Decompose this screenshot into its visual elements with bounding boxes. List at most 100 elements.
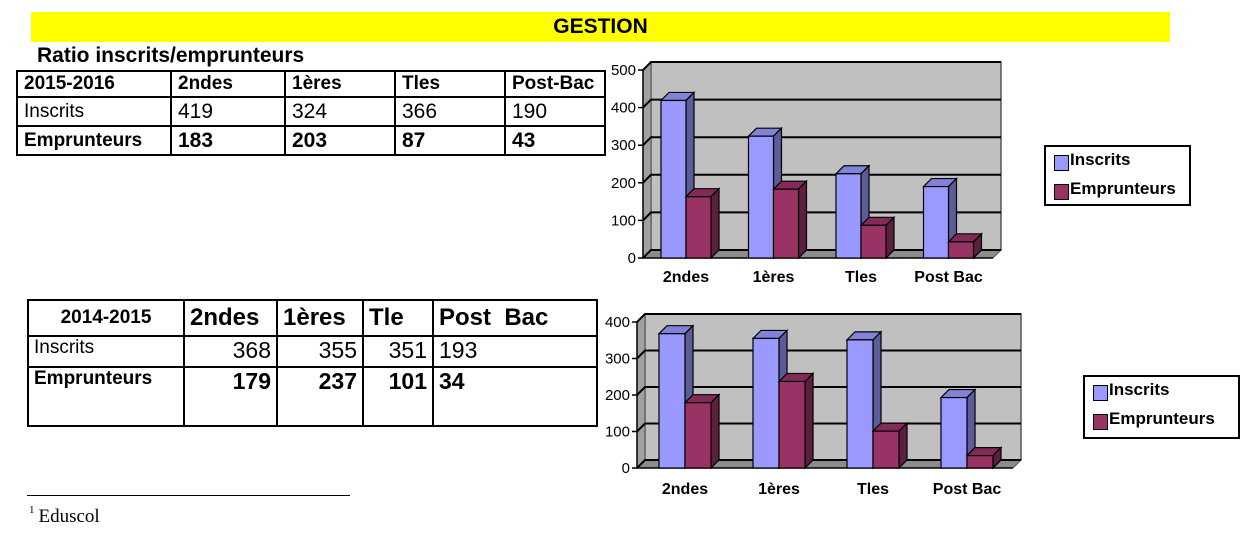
header-post-bac: Post-Bac: [504, 70, 606, 98]
bar-emprunteurs: [947, 241, 975, 259]
table-row: Emprunteurs 179 237 101 34: [27, 366, 598, 427]
bar-inscrits: [940, 396, 968, 469]
cell-value: 366: [394, 96, 506, 127]
cell-value: 419: [170, 96, 286, 127]
table-2014-2015: 2014-2015 2ndes 1ères Tle Post Bac Inscr…: [27, 299, 598, 427]
footnote-divider: [27, 495, 350, 496]
bar-side: [710, 187, 720, 260]
section-subtitle: Ratio inscrits/emprunteurs: [37, 44, 305, 67]
bar-side: [710, 393, 720, 470]
row-label-inscrits: Inscrits: [27, 335, 185, 368]
y-tick-label: 200: [605, 387, 630, 404]
table-row: Inscrits 419 324 366 190: [16, 96, 606, 127]
cell-value: 355: [276, 335, 364, 368]
bar-emprunteurs: [772, 188, 800, 259]
y-tick-label: 200: [611, 175, 636, 192]
legend-label: Emprunteurs: [1109, 409, 1215, 428]
bar-side: [885, 215, 895, 260]
x-tick-label: 1ères: [758, 481, 800, 498]
cell-value: 351: [362, 335, 434, 368]
bar-side: [804, 372, 814, 470]
row-label-emprunteurs: Emprunteurs: [27, 366, 185, 427]
legend-label: Inscrits: [1070, 150, 1131, 169]
cell-value: 368: [183, 335, 278, 368]
legend-item-emprunteurs: Emprunteurs: [1046, 176, 1189, 205]
row-label-inscrits: Inscrits: [16, 96, 172, 127]
x-tick-label: 1ères: [753, 269, 795, 286]
cell-value: 179: [183, 366, 278, 427]
gridline: [642, 136, 1001, 146]
header-tle: Tle: [362, 299, 434, 337]
gridline: [642, 173, 1001, 184]
cell-value: 87: [394, 125, 506, 156]
footnote-marker: 1: [29, 504, 35, 516]
footnote: 1 Eduscol: [29, 504, 100, 528]
table-2015-2016: 2015-2016 2ndes 1ères Tles Post-Bac Insc…: [16, 70, 606, 156]
legend-swatch-emprunteurs: [1054, 184, 1069, 200]
bar-inscrits: [922, 185, 950, 259]
x-tick-label: Tles: [857, 481, 889, 498]
cell-value: 183: [170, 125, 286, 156]
bar-inscrits: [835, 173, 862, 259]
y-tick-label: 500: [611, 62, 636, 79]
y-tick-label: 100: [605, 424, 630, 441]
gridline: [642, 98, 1001, 109]
header-2ndes: 2ndes: [170, 70, 286, 98]
header-year: 2015-2016: [16, 70, 172, 98]
legend-item-inscrits: Inscrits: [1085, 377, 1238, 406]
cell-value: 193: [432, 335, 598, 368]
cell-value: 190: [504, 96, 606, 127]
y-tick-label: 0: [622, 460, 630, 477]
x-tick-label: Post Bac: [933, 481, 1002, 498]
plot-side-wall: [642, 60, 652, 260]
row-label-emprunteurs: Emprunteurs: [16, 125, 172, 156]
cell-value: 101: [362, 366, 434, 427]
bar-inscrits: [752, 337, 780, 469]
header-post-bac: Post Bac: [432, 299, 598, 337]
header-2ndes: 2ndes: [183, 299, 278, 337]
y-tick-label: 100: [611, 212, 636, 229]
header-1eres: 1ères: [276, 299, 364, 337]
chart-legend-2014-2015: Inscrits Emprunteurs: [1083, 375, 1240, 439]
cell-value: 237: [276, 366, 364, 427]
bar-emprunteurs: [966, 454, 994, 469]
legend-label: Inscrits: [1109, 380, 1170, 399]
bar-chart-2014-2015: 0 100 200 300 400 2ndes 1ères Tles Post Bac: [605, 312, 1023, 498]
bar-emprunteurs: [872, 430, 900, 469]
legend-swatch-emprunteurs: [1093, 414, 1108, 430]
bar-chart-2015-2016: 0 100 200 300 400 500 2ndes 1ères Tles Post Bac: [611, 60, 1003, 286]
bar-emprunteurs: [684, 402, 712, 469]
footnote-text: Eduscol: [38, 506, 100, 527]
bar-inscrits: [658, 333, 686, 469]
y-tick-label: 400: [605, 314, 630, 331]
bar-inscrits: [660, 99, 687, 259]
table-row: Emprunteurs 183 203 87 43: [16, 125, 606, 156]
legend-swatch-inscrits: [1054, 155, 1069, 171]
legend-swatch-inscrits: [1093, 385, 1108, 401]
gridline: [642, 211, 1001, 222]
x-tick-label: Post Bac: [914, 269, 983, 286]
gridline: [636, 386, 1021, 396]
cell-value: 43: [504, 125, 606, 156]
y-tick-label: 300: [611, 137, 636, 154]
legend-item-inscrits: Inscrits: [1046, 147, 1189, 176]
cell-value: 324: [284, 96, 396, 127]
bar-inscrits: [747, 135, 775, 259]
gridline: [642, 61, 1001, 71]
bar-inscrits: [846, 339, 874, 469]
x-tick-label: 2ndes: [662, 481, 708, 498]
x-tick-label: Tles: [845, 269, 877, 286]
legend-item-emprunteurs: Emprunteurs: [1085, 406, 1238, 435]
chart-legend-2015-2016: Inscrits Emprunteurs: [1044, 145, 1191, 206]
bar-side: [898, 421, 908, 470]
bar-side: [797, 179, 808, 260]
header-year: 2014-2015: [27, 299, 185, 337]
bar-emprunteurs: [778, 380, 806, 469]
section-banner: GESTION: [31, 12, 1170, 42]
table-header-row: 2014-2015 2ndes 1ères Tle Post Bac: [27, 299, 598, 337]
cell-value: 34: [432, 366, 598, 427]
x-tick-label: 2ndes: [663, 269, 709, 286]
cell-value: 203: [284, 125, 396, 156]
gridline: [636, 313, 1021, 323]
table-header-row: 2015-2016 2ndes 1ères Tles Post-Bac: [16, 70, 606, 98]
